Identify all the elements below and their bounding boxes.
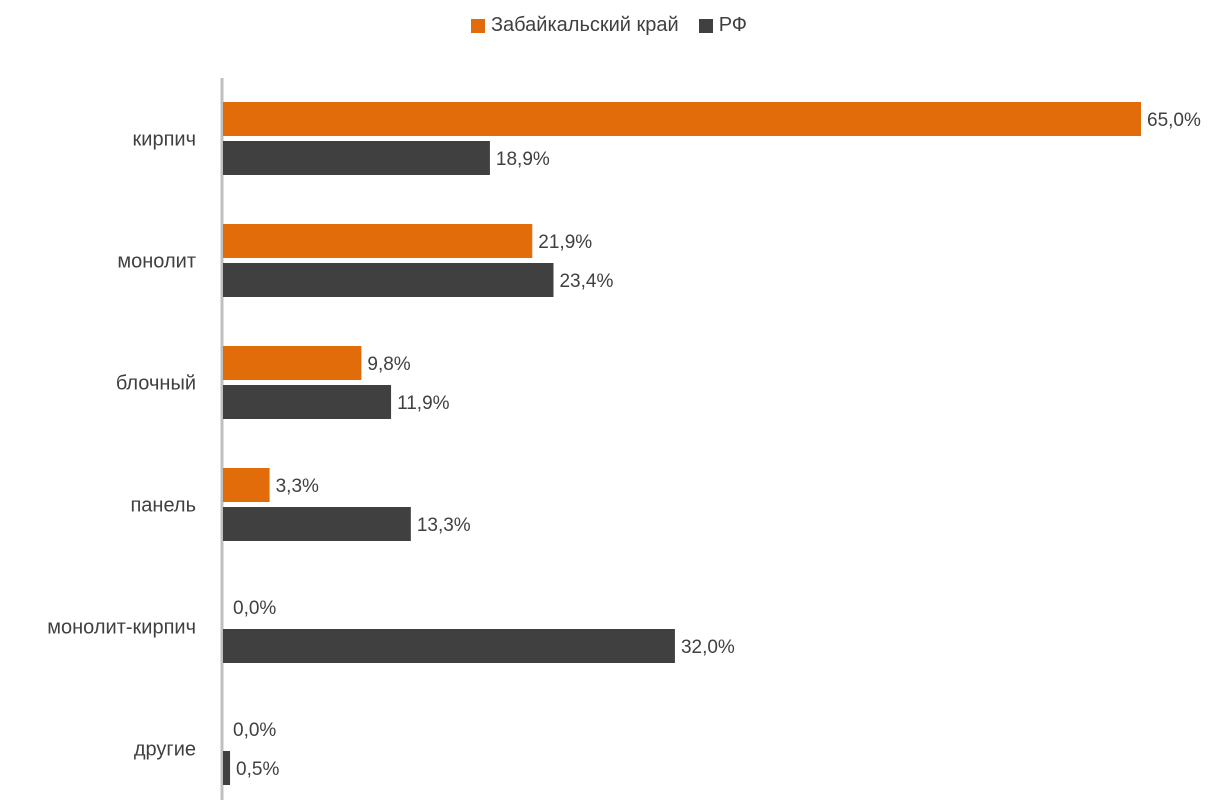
legend-item-1: РФ [698, 14, 748, 37]
category-label: другие [134, 739, 196, 761]
bar-series-1 [223, 751, 231, 785]
bar-series-0 [223, 102, 1141, 136]
bar-series-0 [223, 346, 362, 380]
data-label: 65,0% [1147, 110, 1201, 131]
legend: Забайкальский край РФ [0, 14, 1218, 37]
data-label: 0,0% [233, 598, 276, 619]
data-label: 23,4% [559, 271, 613, 292]
data-label: 9,8% [367, 354, 410, 375]
data-label: 0,0% [233, 720, 276, 741]
data-label: 32,0% [681, 637, 735, 658]
data-label: 18,9% [496, 149, 550, 170]
category-label: монолит-кирпич [47, 617, 196, 639]
bar-series-1 [223, 629, 675, 663]
bar-series-1 [223, 141, 490, 175]
data-label: 11,9% [397, 393, 450, 414]
bar-series-1 [223, 507, 411, 541]
category-label: панель [130, 495, 196, 517]
data-label: 21,9% [538, 232, 592, 253]
legend-label-0: Забайкальский край [490, 14, 679, 36]
legend-swatch-0 [470, 18, 485, 33]
data-label: 0,5% [236, 759, 279, 780]
data-label: 3,3% [276, 476, 319, 497]
legend-label-1: РФ [718, 14, 748, 36]
category-label: кирпич [133, 129, 196, 151]
legend-swatch-1 [698, 18, 713, 33]
bar-series-0 [223, 468, 270, 502]
data-label: 13,3% [417, 515, 471, 536]
legend-item-0: Забайкальский край [470, 14, 679, 37]
bar-series-1 [223, 385, 392, 419]
bar-series-1 [223, 263, 554, 297]
bar-series-0 [223, 224, 533, 258]
category-label: монолит [117, 251, 196, 273]
category-label: блочный [116, 373, 196, 395]
